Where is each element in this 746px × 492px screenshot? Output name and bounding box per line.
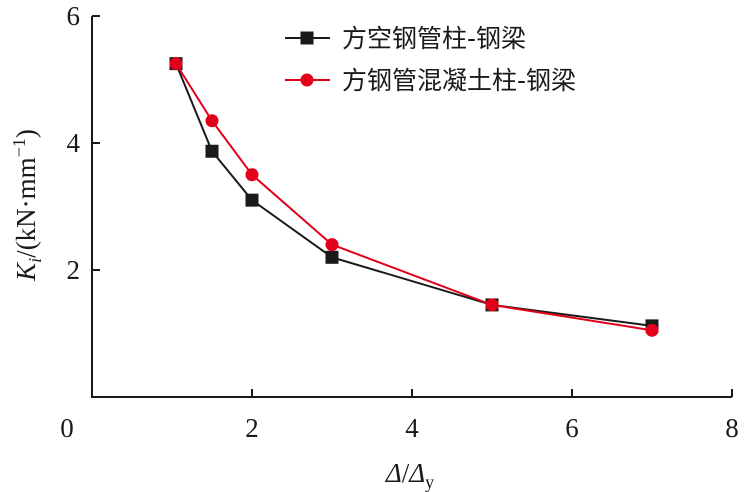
x-tick-label: 8 — [725, 413, 739, 443]
y-label-close: ) — [11, 129, 41, 138]
x-tick-label: 2 — [245, 413, 259, 443]
x-label-symbol: Δ — [408, 458, 425, 488]
data-point — [205, 144, 219, 158]
x-tick-label: 6 — [565, 413, 579, 443]
x-label-slash: / — [402, 458, 410, 488]
x-tick-label: 0 — [60, 413, 74, 443]
x-label-subscript: y — [425, 472, 434, 492]
y-tick-label: 4 — [67, 128, 81, 158]
y-axis-label: Ki/(kN·mm−1) — [9, 129, 45, 282]
data-point — [645, 323, 659, 337]
y-label-unit: /(kN·mm — [11, 157, 41, 258]
legend-label: 方钢管混凝土柱-钢梁 — [342, 66, 576, 95]
data-point — [245, 168, 259, 182]
data-point — [169, 57, 183, 71]
series-line — [175, 63, 653, 332]
data-point — [205, 114, 219, 128]
legend-label: 方空钢管柱-钢梁 — [342, 24, 526, 53]
y-tick-label: 2 — [67, 255, 81, 285]
legend-marker — [300, 31, 314, 45]
y-label-exponent: −1 — [9, 138, 29, 157]
y-label-symbol: K — [11, 261, 41, 282]
data-point — [245, 193, 259, 207]
data-point — [325, 250, 339, 264]
y-tick-label: 6 — [67, 1, 81, 31]
data-point — [325, 238, 339, 252]
legend-marker — [300, 73, 314, 87]
x-tick-label: 4 — [405, 413, 419, 443]
x-axis-label: Δ/Δy — [385, 458, 434, 492]
y-label-subscript: i — [25, 258, 45, 263]
data-point — [485, 298, 499, 312]
x-label-symbol: Δ — [385, 458, 402, 488]
